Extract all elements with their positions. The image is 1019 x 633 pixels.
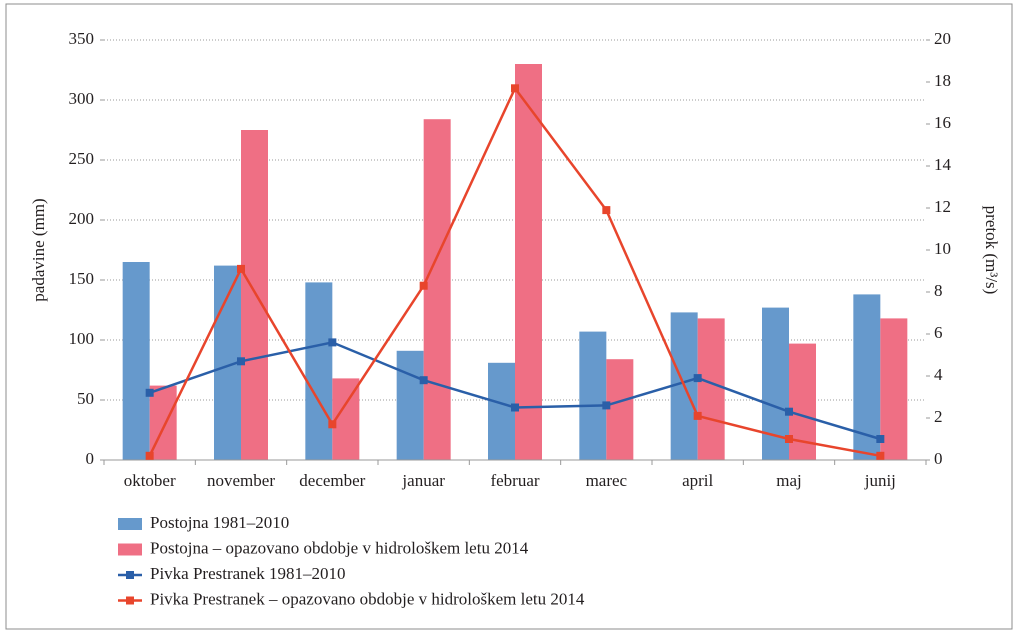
x-tick-label: januar <box>401 471 445 490</box>
marker <box>145 388 154 397</box>
y2-tick-label: 20 <box>934 29 951 48</box>
y2-tick-label: 2 <box>934 407 943 426</box>
marker <box>145 451 154 460</box>
y-tick-label: 100 <box>69 329 95 348</box>
y-tick-label: 350 <box>69 29 95 48</box>
legend-label: Postojna 1981–2010 <box>150 513 289 532</box>
legend-label: Postojna – opazovano obdobje v hidrološk… <box>150 538 529 557</box>
bar <box>396 350 424 460</box>
frame <box>5 3 1013 630</box>
legend-label: Pivka Prestranek 1981–2010 <box>150 564 345 583</box>
marker <box>693 411 702 420</box>
marker <box>876 451 885 460</box>
y2-tick-label: 10 <box>934 239 951 258</box>
bar <box>697 318 725 460</box>
y2-tick-label: 16 <box>934 113 951 132</box>
legend-swatch <box>126 596 134 605</box>
x-tick-label: februar <box>490 471 539 490</box>
x-tick-label: november <box>207 471 275 490</box>
marker <box>419 281 428 290</box>
marker <box>785 435 793 443</box>
y-axis-label: padavine (mm) <box>29 198 48 301</box>
x-tick-label: junij <box>864 471 896 490</box>
y-tick-label: 300 <box>69 89 95 108</box>
bar <box>606 359 634 460</box>
x-tick-label: december <box>299 471 365 490</box>
marker <box>693 374 702 383</box>
marker <box>602 401 611 410</box>
bar <box>515 64 542 460</box>
legend-label: Pivka Prestranek – opazovano obdobje v h… <box>150 589 585 608</box>
bar <box>579 331 607 460</box>
bar <box>122 262 150 460</box>
marker <box>511 403 519 412</box>
x-tick-label: maj <box>776 471 802 490</box>
x-tick-label: marec <box>586 471 628 490</box>
marker <box>328 420 337 429</box>
marker <box>511 84 519 93</box>
y-tick-label: 200 <box>69 209 95 228</box>
x-tick-label: april <box>682 471 713 490</box>
y2-tick-label: 14 <box>934 155 952 174</box>
y-tick-label: 150 <box>69 269 95 288</box>
y-tick-label: 50 <box>77 389 94 408</box>
marker <box>237 264 245 273</box>
marker <box>785 407 793 416</box>
y2-tick-label: 12 <box>934 197 951 216</box>
marker <box>328 338 337 347</box>
y2-tick-label: 6 <box>934 323 943 342</box>
bar <box>423 119 451 460</box>
bar <box>488 362 515 460</box>
y2-tick-label: 4 <box>934 365 943 384</box>
x-tick-label: oktober <box>124 471 176 490</box>
bar <box>241 130 268 460</box>
marker <box>602 206 611 215</box>
y2-tick-label: 8 <box>934 281 943 300</box>
bar <box>305 282 333 460</box>
legend-swatch <box>118 518 142 530</box>
legend-swatch <box>118 543 142 556</box>
y-tick-label: 250 <box>69 149 95 168</box>
legend-swatch <box>126 571 134 579</box>
y2-tick-label: 0 <box>934 449 943 468</box>
y-tick-label: 0 <box>86 449 95 468</box>
bar <box>880 318 908 460</box>
marker <box>419 376 428 385</box>
marker <box>876 435 885 443</box>
y2-tick-label: 18 <box>934 71 951 90</box>
marker <box>237 357 245 366</box>
y2-axis-label: pretok (m³/s) <box>982 206 1001 295</box>
